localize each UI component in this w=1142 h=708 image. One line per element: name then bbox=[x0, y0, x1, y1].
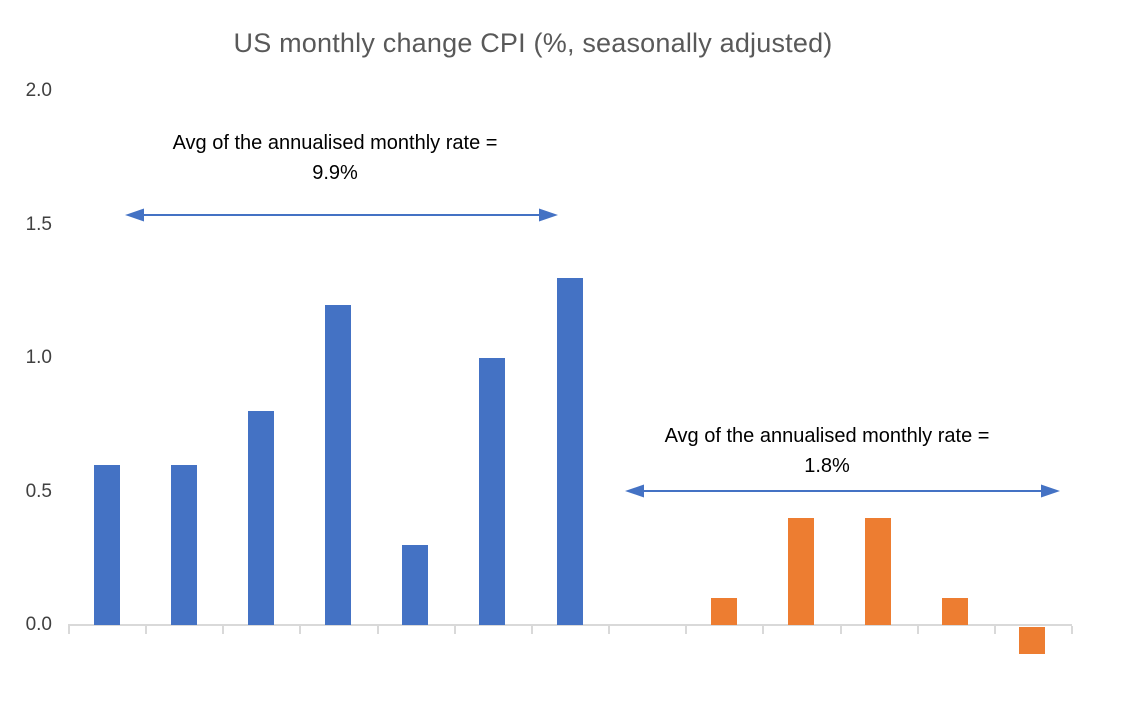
double-arrow bbox=[625, 484, 1060, 498]
orange-bar bbox=[865, 518, 891, 625]
blue-bar bbox=[402, 545, 428, 625]
blue-bar bbox=[479, 358, 505, 625]
annotation-low-line2: 1.8% bbox=[804, 455, 850, 477]
y-axis-label: 0.0 bbox=[25, 614, 52, 635]
orange-bar bbox=[942, 598, 968, 625]
y-axis-label: 2.0 bbox=[25, 80, 52, 101]
y-axis-label: 1.0 bbox=[25, 347, 52, 368]
x-axis-tick bbox=[531, 626, 533, 634]
annotation-high-line1: Avg of the annualised monthly rate = bbox=[172, 132, 498, 154]
x-axis-tick bbox=[1071, 626, 1073, 634]
x-axis-tick bbox=[994, 626, 996, 634]
x-axis-tick bbox=[377, 626, 379, 634]
annotation-high-inflation: Avg of the annualised monthly rate = 9.9… bbox=[85, 128, 585, 188]
annotation-low-inflation: Avg of the annualised monthly rate = 1.8… bbox=[577, 421, 1077, 481]
x-axis-tick bbox=[762, 626, 764, 634]
x-axis-tick bbox=[608, 626, 610, 634]
annotation-low-line1: Avg of the annualised monthly rate = bbox=[664, 425, 990, 447]
blue-bar bbox=[557, 278, 583, 625]
x-axis-tick bbox=[840, 626, 842, 634]
x-axis-tick bbox=[68, 626, 70, 634]
x-axis-tick bbox=[454, 626, 456, 634]
y-axis-label: 0.5 bbox=[25, 480, 52, 502]
x-axis-line bbox=[68, 624, 1072, 626]
blue-bar bbox=[248, 411, 274, 625]
orange-bar bbox=[788, 518, 814, 625]
double-arrow bbox=[125, 208, 558, 222]
blue-bar bbox=[94, 465, 120, 625]
blue-bar bbox=[325, 305, 351, 625]
annotation-high-line2: 9.9% bbox=[312, 162, 358, 184]
x-axis-tick bbox=[685, 626, 687, 634]
x-axis-tick bbox=[299, 626, 301, 634]
x-axis-tick bbox=[222, 626, 224, 634]
orange-bar bbox=[1019, 627, 1045, 654]
x-axis-tick bbox=[145, 626, 147, 634]
orange-bar bbox=[711, 598, 737, 625]
y-axis-label: 1.5 bbox=[25, 213, 52, 235]
x-axis-tick bbox=[917, 626, 919, 634]
chart-title: US monthly change CPI (%, seasonally adj… bbox=[233, 28, 833, 58]
blue-bar bbox=[171, 465, 197, 625]
